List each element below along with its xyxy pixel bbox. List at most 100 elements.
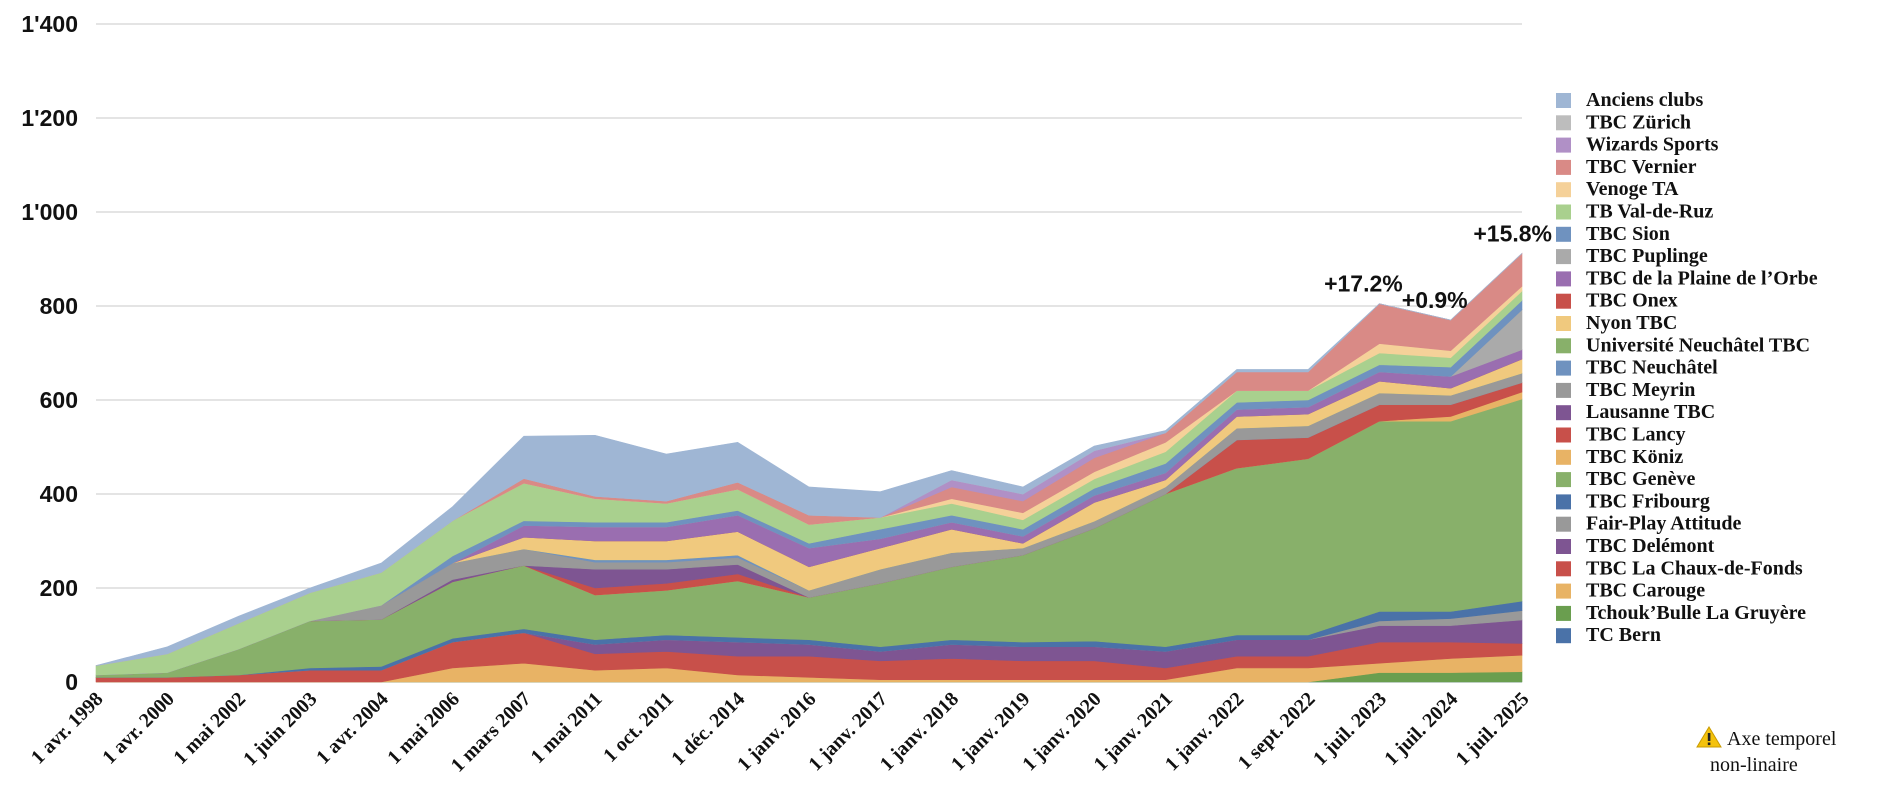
y-tick-label: 1'000 — [21, 199, 78, 225]
legend-label: TBC Onex — [1586, 290, 1678, 312]
legend-swatch — [1556, 316, 1571, 331]
legend-item: TBC Sion — [1556, 223, 1670, 245]
legend-label: TBC Genève — [1586, 468, 1696, 490]
legend-item: Université Neuchâtel TBC — [1556, 334, 1810, 356]
legend-label: Anciens clubs — [1586, 89, 1703, 111]
legend-label: TBC Neuchâtel — [1586, 357, 1718, 379]
x-tick-label: 1 juil. 2023 — [1309, 688, 1391, 770]
legend-swatch — [1556, 561, 1571, 577]
legend-item: TB Val-de-Ruz — [1556, 201, 1713, 223]
y-tick-label: 400 — [40, 481, 78, 507]
legend-swatch — [1556, 93, 1571, 108]
legend-item: TBC Carouge — [1556, 580, 1705, 602]
legend-item: TBC Neuchâtel — [1556, 357, 1718, 379]
legend-label: Tchouk’Bulle La Gruyère — [1586, 602, 1806, 624]
warning-icon — [1696, 726, 1722, 748]
legend-label: TBC Vernier — [1586, 156, 1697, 178]
legend-label: Fair-Play Attitude — [1586, 513, 1741, 535]
legend-swatch — [1556, 159, 1571, 175]
legend-label: Lausanne TBC — [1586, 401, 1715, 423]
legend-swatch — [1556, 204, 1571, 220]
growth-annotation: +17.2% — [1324, 271, 1403, 297]
legend-label: TBC Zürich — [1586, 111, 1691, 133]
growth-annotation: +0.9% — [1402, 287, 1468, 313]
x-tick-label: 1 juin 2003 — [239, 688, 321, 770]
nonlinear-axis-note: Axe temporel non-linaire — [1696, 726, 1837, 776]
legend-item: Lausanne TBC — [1556, 401, 1715, 423]
y-tick-label: 600 — [40, 387, 78, 413]
legend-label: Wizards Sports — [1586, 134, 1719, 156]
legend-swatch — [1556, 293, 1571, 309]
legend-item: TBC Vernier — [1556, 156, 1697, 178]
legend-swatch — [1556, 182, 1571, 198]
legend-label: TC Bern — [1586, 624, 1661, 646]
legend-item: Fair-Play Attitude — [1556, 513, 1741, 535]
x-tick-label: 1 avr. 2000 — [98, 688, 179, 769]
legend-swatch — [1556, 472, 1571, 488]
legend-label: TBC Fribourg — [1586, 490, 1710, 512]
legend-swatch — [1556, 427, 1571, 443]
legend-item: TBC Lancy — [1556, 424, 1685, 446]
note-line2: non-linaire — [1710, 754, 1798, 776]
legend-label: TBC de la Plaine de l’Orbe — [1586, 267, 1818, 289]
area-series: TC BernTchouk’Bulle La GruyèreTBC Caroug… — [95, 252, 1523, 683]
legend-item: TBC Köniz — [1556, 446, 1683, 468]
y-tick-label: 0 — [65, 669, 78, 695]
note-line1: Axe temporel — [1727, 728, 1837, 750]
x-tick-label: 1 mai 2002 — [169, 688, 250, 769]
growth-annotations: +17.2%+0.9% +15.8% — [1324, 220, 1552, 313]
legend-swatch — [1556, 382, 1571, 398]
x-tick-label: 1 juil. 2024 — [1380, 688, 1462, 770]
legend-item: TBC La Chaux-de-Fonds — [1556, 557, 1803, 579]
y-tick-label: 800 — [40, 293, 78, 319]
legend-label: TBC Delémont — [1586, 535, 1715, 557]
legend-item: TBC de la Plaine de l’Orbe — [1556, 267, 1818, 289]
legend-label: Venoge TA — [1586, 178, 1679, 200]
legend-label: TBC Puplinge — [1586, 245, 1708, 267]
y-tick-label: 200 — [40, 575, 78, 601]
y-tick-label: 1'400 — [21, 11, 78, 37]
legend-item: TBC Meyrin — [1556, 379, 1695, 401]
legend-label: TB Val-de-Ruz — [1586, 201, 1713, 223]
legend-item: Nyon TBC — [1556, 312, 1677, 334]
legend-item: Wizards Sports — [1556, 134, 1719, 156]
legend-swatch — [1556, 338, 1571, 354]
legend-swatch — [1556, 226, 1571, 242]
legend-swatch — [1556, 449, 1571, 465]
legend-swatch — [1556, 271, 1571, 287]
legend-swatch — [1556, 605, 1571, 621]
legend-item: TBC Puplinge — [1556, 245, 1708, 267]
legend-item: Venoge TA — [1556, 178, 1679, 200]
legend-swatch — [1556, 583, 1571, 599]
legend-item: TBC Delémont — [1556, 535, 1715, 557]
legend-label: TBC Köniz — [1586, 446, 1683, 468]
legend-item: Tchouk’Bulle La Gruyère — [1556, 602, 1806, 624]
legend-swatch — [1556, 360, 1571, 376]
y-tick-label: 1'200 — [21, 105, 78, 131]
legend-item: TBC Genève — [1556, 468, 1696, 490]
legend-swatch — [1556, 249, 1571, 265]
growth-annotation: +15.8% — [1473, 220, 1552, 246]
series-area: Anciens clubs — [95, 253, 1523, 666]
x-tick-label: 1 avr. 1998 — [27, 688, 108, 769]
legend-label: TBC La Chaux-de-Fonds — [1586, 557, 1803, 579]
legend-label: TBC Lancy — [1586, 424, 1685, 446]
legend-label: TBC Sion — [1586, 223, 1670, 245]
y-axis-ticks: 0 200 400 600 800 1'000 1'200 1'400 — [21, 11, 78, 695]
legend-item: TBC Zürich — [1556, 111, 1691, 133]
legend-label: TBC Meyrin — [1586, 379, 1695, 401]
legend-label: TBC Carouge — [1586, 580, 1705, 602]
legend-item: TBC Onex — [1556, 290, 1678, 312]
x-tick-label: 1 oct. 2011 — [599, 688, 678, 767]
legend-label: Nyon TBC — [1586, 312, 1677, 334]
legend-item: TBC Fribourg — [1556, 490, 1710, 512]
x-tick-label: 1 juil. 2025 — [1452, 688, 1534, 770]
x-tick-label: 1 avr. 2004 — [312, 688, 393, 769]
legend-label: Université Neuchâtel TBC — [1586, 334, 1810, 356]
legend-item: TC Bern — [1556, 624, 1661, 646]
legend-swatch — [1556, 516, 1571, 532]
legend-swatch — [1556, 628, 1571, 644]
